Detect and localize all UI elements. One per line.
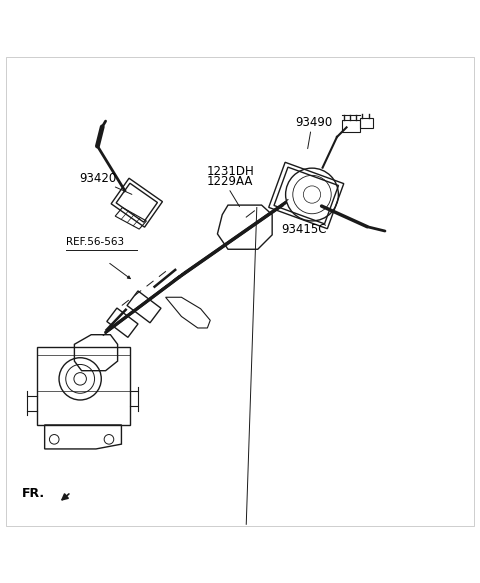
- Text: 93490: 93490: [295, 116, 333, 129]
- Text: 1229AA: 1229AA: [206, 175, 253, 188]
- Text: 93420: 93420: [79, 172, 117, 185]
- Text: 93415C: 93415C: [281, 223, 326, 236]
- Bar: [37, 347, 130, 425]
- Text: FR.: FR.: [22, 487, 45, 500]
- Text: 1231DH: 1231DH: [206, 166, 254, 178]
- Text: REF.56-563: REF.56-563: [66, 237, 124, 247]
